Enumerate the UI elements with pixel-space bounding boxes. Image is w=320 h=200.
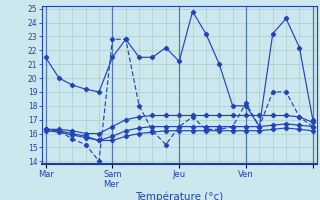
- X-axis label: Température (°c): Température (°c): [135, 192, 223, 200]
